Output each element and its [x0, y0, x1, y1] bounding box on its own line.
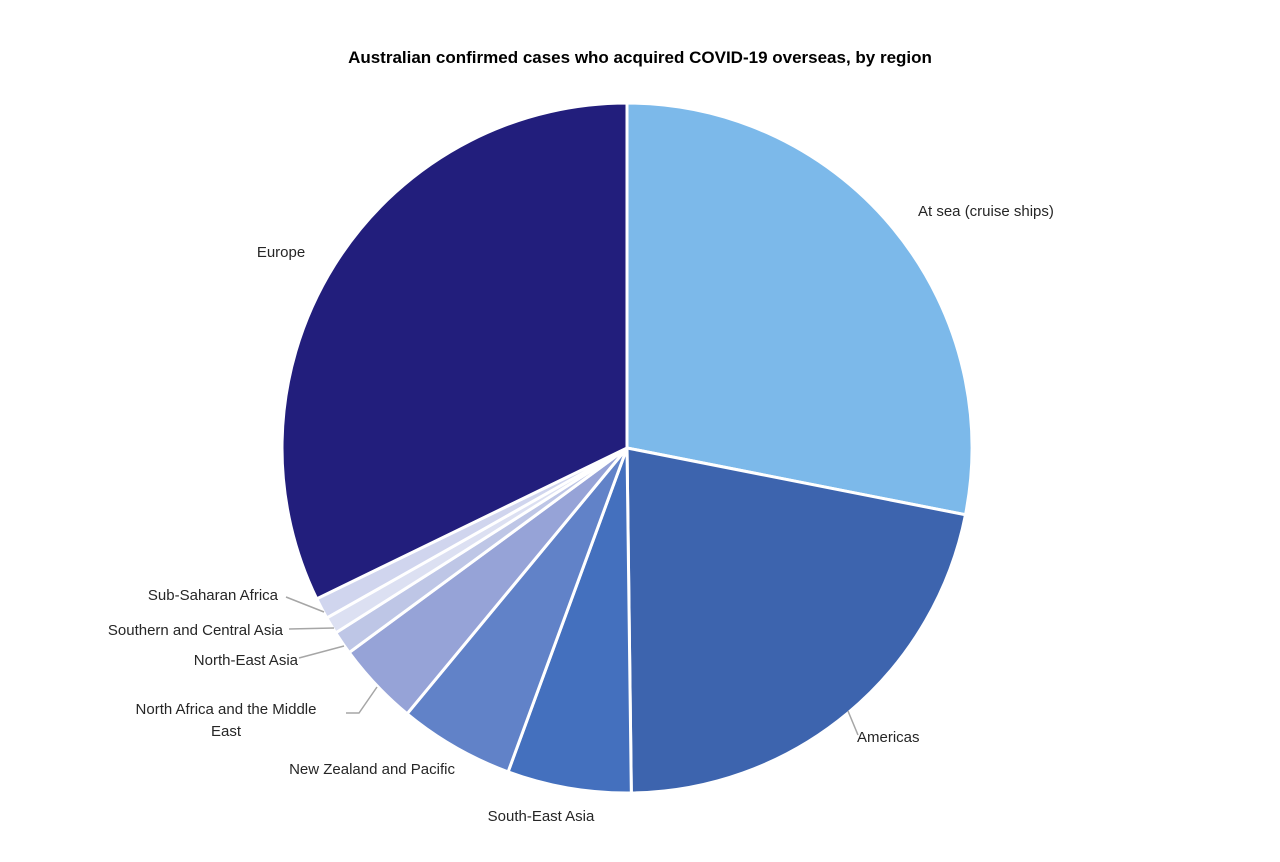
- pie-slice-1: [625, 446, 967, 795]
- pie-slice-2: [506, 446, 633, 795]
- slice-label-new-zealand-and-pacific: New Zealand and Pacific: [289, 761, 455, 778]
- slice-label-sub-saharan-africa: Sub-Saharan Africa: [147, 587, 278, 604]
- leader-line-slice-1: [847, 710, 859, 736]
- slice-label-north-africa-middle-east: North Africa and the Middle East: [135, 701, 317, 740]
- leader-line-slice-7: [285, 596, 325, 613]
- leader-line-slice-5: [298, 645, 345, 659]
- slice-label-south-east-asia: South-East Asia: [487, 808, 595, 825]
- slice-label-southern-and-central-asia: Southern and Central Asia: [107, 622, 283, 639]
- pie-slice-0: [625, 101, 974, 517]
- slice-label-at-sea: At sea (cruise ships): [918, 203, 1054, 220]
- slice-label-europe: Europe: [256, 244, 306, 261]
- slice-label-americas: Americas: [857, 729, 920, 746]
- leader-line-slice-4: [346, 686, 378, 714]
- slice-label-north-east-asia: North-East Asia: [193, 652, 298, 669]
- leader-line-slice-6: [288, 627, 335, 630]
- chart-title: Australian confirmed cases who acquired …: [348, 48, 932, 67]
- pie-slice-8: [280, 101, 629, 601]
